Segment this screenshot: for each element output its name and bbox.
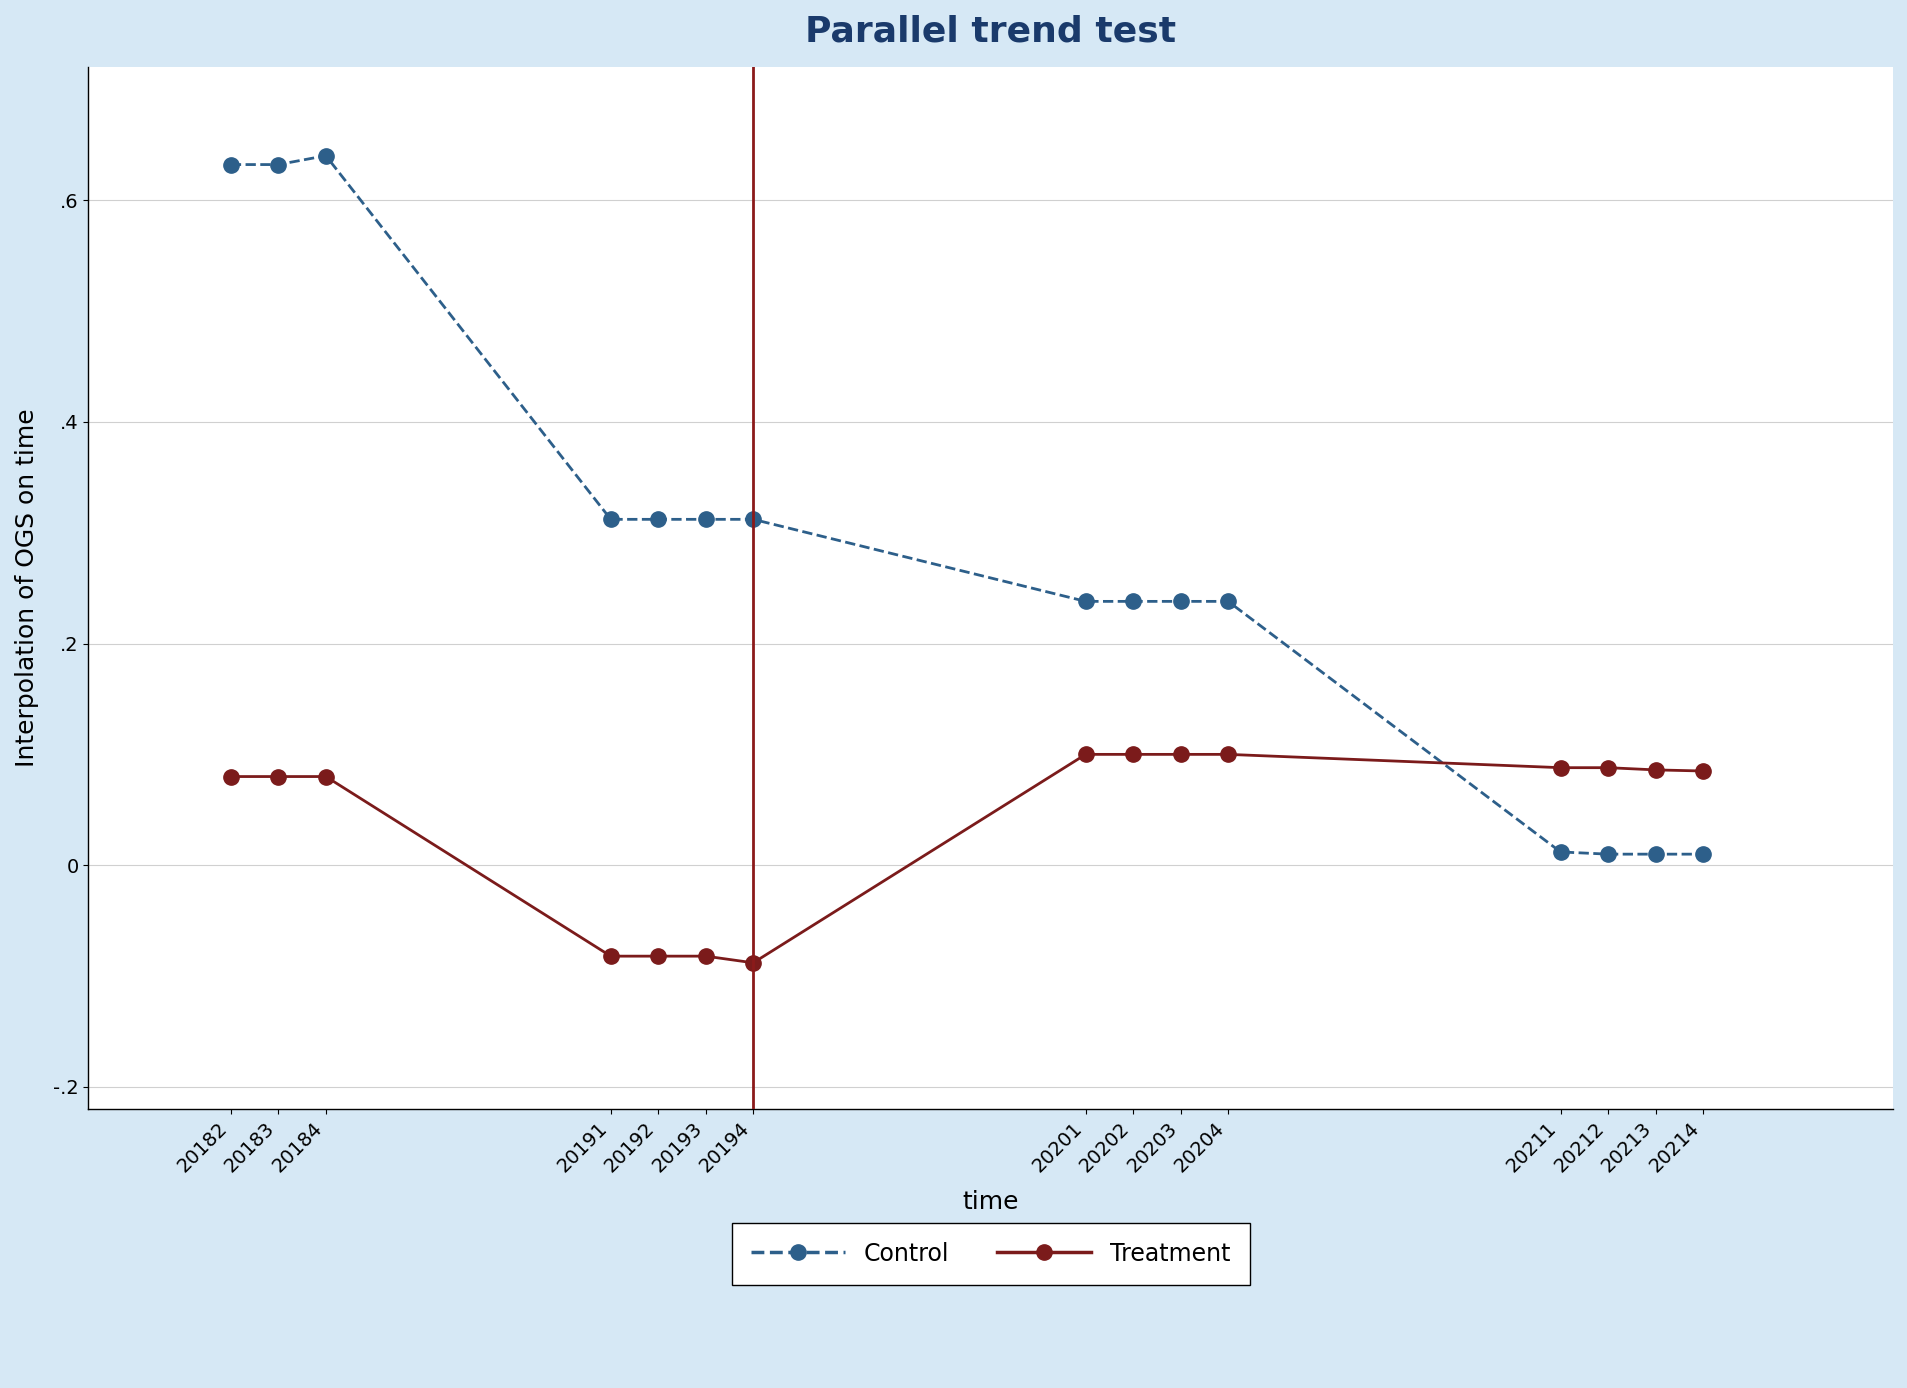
X-axis label: time: time [961, 1190, 1018, 1214]
Y-axis label: Interpolation of OGS on time: Interpolation of OGS on time [15, 408, 38, 768]
Legend: Control, Treatment: Control, Treatment [732, 1223, 1249, 1285]
Title: Parallel trend test: Parallel trend test [805, 15, 1175, 49]
